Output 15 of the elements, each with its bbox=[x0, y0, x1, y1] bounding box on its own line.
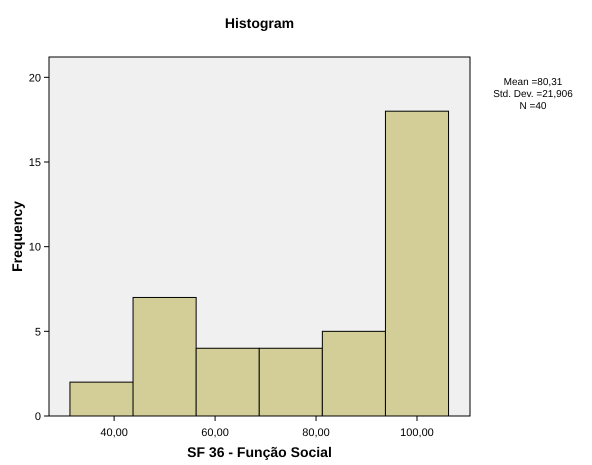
y-tick-label: 15 bbox=[28, 156, 41, 169]
text: N =40 bbox=[520, 101, 547, 112]
x-tick-label: 100,00 bbox=[400, 427, 434, 439]
text: Mean =80,31 bbox=[504, 77, 563, 88]
x-tick-label: 80,00 bbox=[302, 427, 330, 439]
x-tick-label: 40,00 bbox=[100, 427, 128, 439]
text: Std. Dev. =21,906 bbox=[493, 89, 574, 100]
chart-title: Histogram bbox=[224, 15, 294, 31]
y-axis-title: Frequency bbox=[9, 200, 25, 272]
y-tick-label: 0 bbox=[34, 411, 41, 423]
y-tick-label: 5 bbox=[34, 326, 41, 338]
y-tick-label: 10 bbox=[28, 242, 41, 254]
x-axis-title: SF 36 - Função Social bbox=[187, 444, 332, 460]
y-tick-label: 20 bbox=[28, 72, 41, 84]
x-tick-label: 60,00 bbox=[201, 427, 229, 439]
